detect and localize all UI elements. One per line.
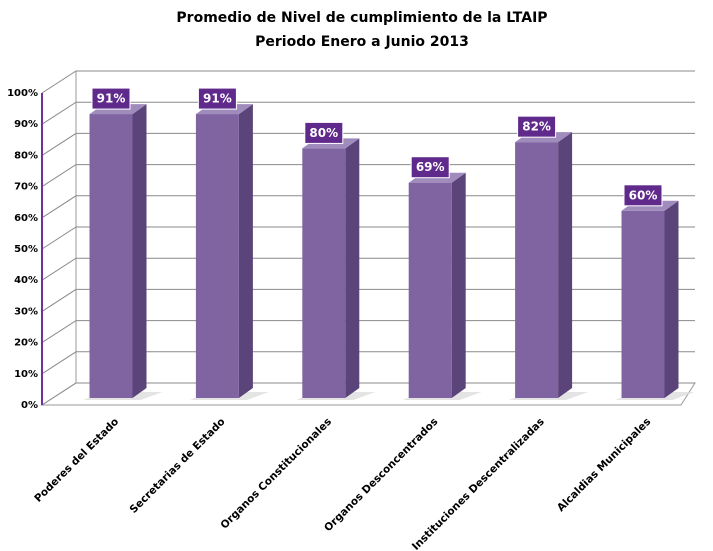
x-tick-label: Organos Desconcentrados bbox=[322, 416, 440, 534]
value-label-box bbox=[197, 87, 237, 110]
bar-side bbox=[451, 172, 466, 398]
bar-side bbox=[238, 104, 253, 398]
bar-side bbox=[664, 200, 679, 398]
value-label-box bbox=[91, 87, 131, 110]
bar-front bbox=[302, 148, 346, 398]
bar: 82% bbox=[509, 115, 589, 400]
y-tick-label: 20% bbox=[14, 338, 38, 349]
x-tick-label: Alcaldias Municipales bbox=[555, 416, 653, 514]
bar-side bbox=[132, 104, 147, 398]
bar-side bbox=[345, 138, 360, 398]
chart-subtitle: Periodo Enero a Junio 2013 bbox=[255, 34, 469, 50]
grid-line bbox=[41, 288, 695, 312]
bar: 60% bbox=[615, 184, 695, 400]
bar: 69% bbox=[402, 156, 482, 400]
bar-front bbox=[408, 182, 452, 398]
bar-side bbox=[558, 132, 573, 398]
grid-line bbox=[41, 70, 695, 94]
y-tick-label: 70% bbox=[14, 182, 38, 193]
bar: 91% bbox=[83, 87, 163, 400]
grid-line bbox=[41, 257, 695, 281]
bar-front bbox=[621, 210, 665, 398]
x-tick-label: Secretarias de Estado bbox=[127, 416, 227, 516]
value-label-box bbox=[304, 121, 344, 144]
grid-line bbox=[41, 320, 695, 344]
grid-line bbox=[41, 382, 695, 406]
value-label: 80% bbox=[309, 126, 338, 140]
y-tick-label: 80% bbox=[14, 150, 38, 161]
value-label: 82% bbox=[522, 120, 551, 134]
bar-front bbox=[195, 114, 239, 398]
grid-line bbox=[41, 101, 695, 125]
y-tick-label: 40% bbox=[14, 275, 38, 286]
value-label: 60% bbox=[629, 188, 658, 202]
bar-front bbox=[89, 114, 133, 398]
y-tick-label: 90% bbox=[14, 119, 38, 130]
y-tick-label: 100% bbox=[7, 88, 38, 99]
x-tick-label: Instituciones Descentralizadas bbox=[410, 416, 547, 551]
value-label: 91% bbox=[97, 92, 126, 106]
x-tick-label: Organos Constitucionales bbox=[218, 416, 334, 532]
bar: 91% bbox=[189, 87, 269, 400]
x-tick-label: Poderes del Estado bbox=[32, 416, 121, 505]
grid-line bbox=[41, 132, 695, 156]
y-tick-label: 30% bbox=[14, 306, 38, 317]
value-label-box bbox=[410, 156, 450, 179]
value-label: 91% bbox=[203, 92, 232, 106]
chart-title: Promedio de Nivel de cumplimiento de la … bbox=[176, 10, 547, 26]
y-tick-label: 10% bbox=[14, 369, 38, 380]
grid-line bbox=[41, 226, 695, 250]
value-label: 69% bbox=[416, 160, 445, 174]
bar-front bbox=[515, 142, 559, 398]
grid-line bbox=[41, 195, 695, 219]
y-tick-label: 0% bbox=[21, 400, 38, 411]
grid-line bbox=[41, 164, 695, 188]
bar: 80% bbox=[296, 121, 376, 400]
value-label-box bbox=[623, 184, 663, 207]
grid-line bbox=[41, 351, 695, 375]
y-tick-label: 60% bbox=[14, 213, 38, 224]
y-tick-label: 50% bbox=[14, 244, 38, 255]
value-label-box bbox=[517, 115, 557, 138]
